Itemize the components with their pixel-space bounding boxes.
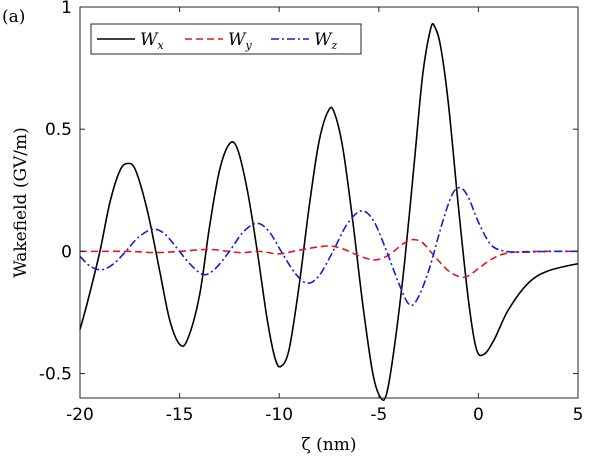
- series-line-Wx: [79, 22, 579, 402]
- y-tick-label: 1: [61, 0, 72, 18]
- y-tick-label: 0.5: [45, 120, 72, 140]
- x-axis-label: ζ (nm): [302, 435, 357, 455]
- plot-lines: [79, 22, 579, 402]
- x-axis-ticks: -20 -15 -10 -5 0 5: [66, 7, 583, 425]
- series-line-Wy: [80, 238, 579, 279]
- x-tick-label: -10: [265, 405, 293, 425]
- legend-box: [90, 23, 362, 55]
- x-tick-label: 5: [573, 405, 584, 425]
- panel-label: (a): [2, 7, 25, 27]
- y-axis-label: Wakefield (GV/m): [11, 127, 31, 278]
- legend: Wx Wy Wz: [90, 23, 362, 55]
- y-axis-ticks: -0.5 0 0.5 1: [39, 0, 578, 385]
- y-tick-label: -0.5: [39, 365, 72, 385]
- x-tick-label: -20: [66, 405, 94, 425]
- y-tick-label: 0: [61, 242, 72, 262]
- x-tick-label: -15: [166, 405, 194, 425]
- axes-box: [79, 6, 579, 399]
- x-tick-label: -5: [370, 405, 387, 425]
- series-line-Wz: [79, 186, 579, 307]
- x-tick-label: 0: [473, 405, 484, 425]
